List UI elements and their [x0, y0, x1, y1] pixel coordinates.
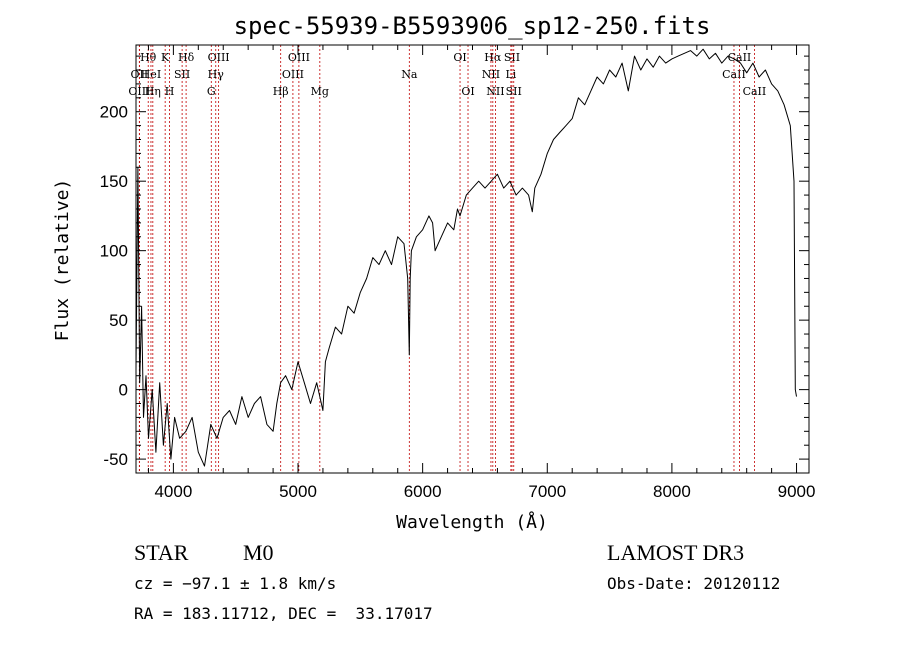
series-layer [135, 48, 797, 467]
y-tick-label-4: 150 [100, 172, 128, 191]
line-label-4: Hη [145, 85, 161, 98]
observation-date: Obs-Date: 20120112 [607, 574, 781, 593]
axis-ticks: 4000 5000 6000 7000 8000 9000 -50 0 50 100 150 200 [100, 45, 816, 501]
line-label-12: Hβ [273, 85, 289, 98]
line-label-2: OIII [128, 85, 150, 98]
line-label-10: Hγ [208, 68, 225, 81]
line-label-20: NII [482, 68, 500, 81]
line-label-24: SII [506, 85, 522, 98]
object-subclass: M0 [243, 540, 274, 565]
x-tick-label-0: 4000 [154, 482, 192, 501]
x-tick-label-1: 5000 [279, 482, 317, 501]
y-tick-label-0: -50 [103, 450, 128, 469]
x-tick-label-3: 7000 [528, 482, 566, 501]
y-axis-label: Flux (relative) [52, 179, 73, 342]
x-tick-label-4: 8000 [653, 482, 691, 501]
line-label-25: CaII [722, 68, 746, 81]
line-label-27: CaII [743, 85, 767, 98]
x-tick-label-5: 9000 [778, 482, 816, 501]
line-label-13: OIII [282, 68, 304, 81]
spectrum-line-0 [135, 48, 797, 467]
line-label-17: OI [453, 51, 466, 64]
y-tick-label-5: 200 [100, 103, 128, 122]
coordinates: RA = 183.11712, DEC = 33.17017 [134, 604, 433, 623]
line-label-9: OIII [208, 51, 230, 64]
line-label-22: SII [504, 51, 520, 64]
chart-title: spec-55939-B5593906_sp12-250.fits [234, 12, 711, 40]
line-label-6: H [165, 85, 175, 98]
line-label-0: Hθ [140, 51, 157, 64]
line-label-16: Na [401, 68, 418, 81]
line-label-23: Li [505, 68, 516, 81]
line-label-14: OIII [288, 51, 310, 64]
line-label-19: Hα [484, 51, 502, 64]
line-label-3: HeI [141, 68, 161, 81]
y-tick-label-3: 100 [100, 242, 128, 261]
x-tick-label-2: 6000 [404, 482, 442, 501]
line-label-8: Hδ [178, 51, 195, 64]
line-label-11: G [207, 85, 216, 98]
line-label-21: NII [486, 85, 504, 98]
line-label-26: CaII [728, 51, 752, 64]
line-label-18: OI [461, 85, 474, 98]
line-label-7: SII [174, 68, 190, 81]
x-axis-label: Wavelength (Å) [396, 511, 548, 533]
line-label-5: K [161, 51, 170, 64]
redshift-readout: cz = −97.1 ± 1.8 km/s [134, 574, 337, 593]
plot-frame [135, 44, 810, 474]
line-label-15: Mg [311, 85, 329, 98]
y-tick-label-1: 0 [119, 381, 128, 400]
object-class: STAR [134, 540, 189, 565]
survey-name: LAMOST DR3 [607, 540, 745, 565]
y-tick-label-2: 50 [109, 311, 128, 330]
